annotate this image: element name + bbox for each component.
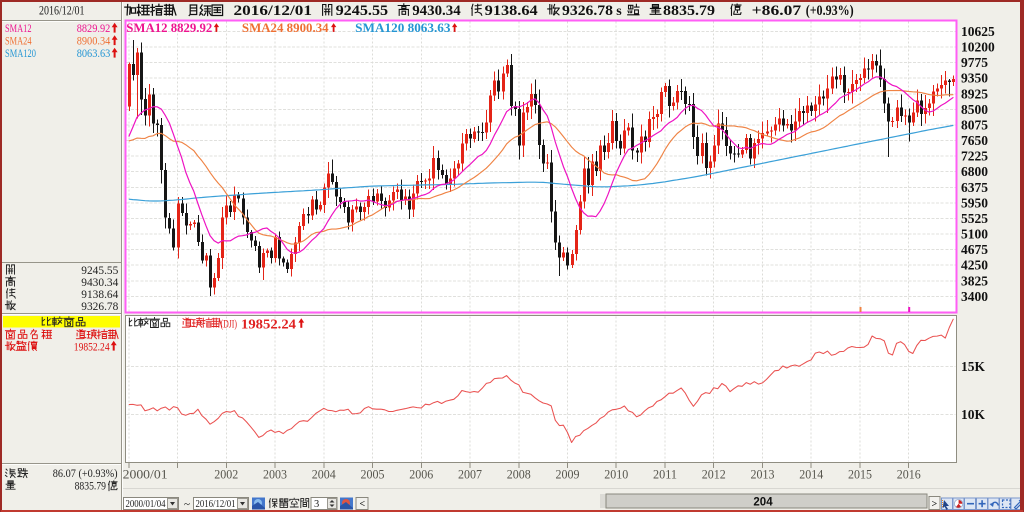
svg-text:SMA120: SMA120: [5, 46, 36, 60]
svg-text:+86.07: +86.07: [752, 3, 802, 19]
svg-text:5950: 5950: [961, 195, 988, 210]
svg-text:SMA12 8829.92: SMA12 8829.92: [126, 20, 212, 35]
svg-text:2016/12/01: 2016/12/01: [196, 499, 236, 510]
svg-text:9326.78: 9326.78: [562, 3, 613, 19]
svg-text:2000/01/04: 2000/01/04: [126, 499, 166, 510]
svg-text:2008: 2008: [507, 467, 531, 482]
svg-text:15K: 15K: [961, 359, 986, 374]
svg-text:2005: 2005: [361, 467, 385, 482]
svg-text:8835.79: 8835.79: [663, 3, 715, 19]
svg-text:5525: 5525: [961, 211, 988, 226]
svg-text:2010: 2010: [604, 467, 628, 482]
svg-text:>: >: [932, 499, 938, 510]
svg-text:(+0.93%): (+0.93%): [806, 3, 854, 19]
svg-text:2016/12/01: 2016/12/01: [39, 4, 85, 18]
svg-text:8063.63: 8063.63: [77, 46, 111, 60]
svg-text:5100: 5100: [961, 227, 988, 242]
svg-text:8835.79: 8835.79: [75, 478, 106, 492]
svg-text:9138.64: 9138.64: [485, 3, 539, 19]
svg-text:19852.24: 19852.24: [241, 316, 296, 331]
svg-text:6375: 6375: [961, 180, 988, 195]
svg-text:2007: 2007: [458, 467, 482, 482]
svg-text:8925: 8925: [961, 86, 988, 101]
svg-text:3825: 3825: [961, 273, 988, 288]
svg-text:8500: 8500: [961, 102, 988, 117]
svg-text:2011: 2011: [653, 467, 677, 482]
svg-text:2016/12/01: 2016/12/01: [234, 3, 313, 19]
svg-text:9350: 9350: [961, 71, 988, 86]
svg-text:3: 3: [314, 499, 319, 510]
svg-text:19852.24: 19852.24: [74, 339, 110, 353]
svg-text:8075: 8075: [961, 118, 988, 133]
svg-text:10K: 10K: [961, 407, 986, 422]
svg-text:9430.34: 9430.34: [81, 275, 118, 289]
svg-text:SMA24: SMA24: [5, 33, 32, 47]
svg-text:9775: 9775: [961, 55, 988, 70]
svg-text:9326.78: 9326.78: [81, 299, 118, 313]
svg-text:9138.64: 9138.64: [81, 287, 118, 301]
svg-text:SMA120 8063.63: SMA120 8063.63: [355, 20, 451, 35]
svg-text:s: s: [616, 4, 622, 19]
svg-text:86.07 (+0.93%): 86.07 (+0.93%): [53, 466, 118, 480]
svg-text:2014: 2014: [799, 467, 823, 482]
svg-text:6800: 6800: [961, 164, 988, 179]
svg-text:(DJI): (DJI): [221, 319, 238, 331]
svg-text:3400: 3400: [961, 289, 988, 304]
svg-text:~: ~: [184, 499, 190, 511]
svg-text:2016: 2016: [897, 467, 921, 482]
svg-text:9245.55: 9245.55: [81, 263, 118, 277]
svg-text:2004: 2004: [312, 467, 336, 482]
svg-text:4250: 4250: [961, 258, 988, 273]
svg-text:10200: 10200: [961, 40, 995, 55]
svg-text:2015: 2015: [848, 467, 872, 482]
svg-text:SMA12: SMA12: [5, 21, 32, 35]
svg-text:2013: 2013: [751, 467, 775, 482]
svg-text:7225: 7225: [961, 149, 988, 164]
svg-text:2003: 2003: [263, 467, 287, 482]
svg-text:<: <: [360, 499, 366, 510]
svg-text:2009: 2009: [556, 467, 580, 482]
svg-text:8829.92: 8829.92: [77, 21, 111, 35]
svg-text:9430.34: 9430.34: [412, 3, 461, 19]
svg-text:10625: 10625: [961, 24, 995, 39]
svg-text:2000/01: 2000/01: [123, 467, 168, 482]
svg-text:7650: 7650: [961, 133, 988, 148]
svg-text:2002: 2002: [214, 467, 238, 482]
svg-text:SMA24 8900.34: SMA24 8900.34: [242, 20, 329, 35]
svg-text:8900.34: 8900.34: [77, 33, 111, 47]
svg-text:204: 204: [753, 497, 773, 509]
svg-text:9245.55: 9245.55: [336, 3, 389, 19]
svg-text:2006: 2006: [409, 467, 433, 482]
svg-text:2012: 2012: [702, 467, 726, 482]
svg-text:4675: 4675: [961, 242, 988, 257]
